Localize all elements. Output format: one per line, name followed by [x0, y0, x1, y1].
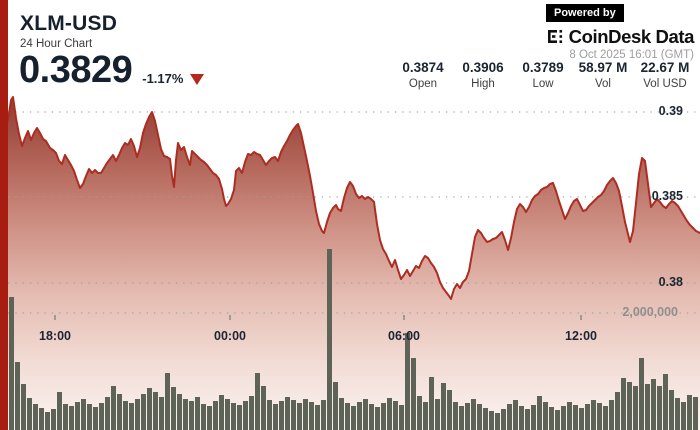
left-accent-bar [0, 0, 8, 430]
volume-bars [9, 249, 698, 430]
stat-low: 0.3789 Low [513, 60, 573, 90]
stat-open: 0.3874 Open [393, 60, 453, 90]
price-line [7, 96, 700, 300]
x-axis-label-1800: 18:00 [39, 329, 71, 343]
stat-vol-usd: 22.67 M Vol USD [633, 60, 697, 90]
stat-open-label: Open [408, 78, 438, 90]
stat-low-label: Low [532, 78, 554, 90]
brand-name: CoinDesk Data [568, 26, 695, 47]
stat-vol-label: Vol [595, 78, 611, 90]
x-axis-label-0000: 00:00 [214, 329, 246, 343]
chart-subtitle: 24 Hour Chart [20, 38, 93, 50]
y-axis-label-039: 0.39 [658, 104, 683, 118]
stat-high-label: High [471, 78, 495, 90]
stats-row: 0.3874 Open 0.3906 High 0.3789 Low 58.97… [393, 60, 697, 90]
stat-vol-usd-label: Vol USD [643, 78, 687, 90]
stat-low-value: 0.3789 [522, 60, 564, 75]
stat-high: 0.3906 High [453, 60, 513, 90]
price-block: 0.3829 -1.17% [19, 49, 205, 91]
y-axis-label-0385: 0.385 [651, 189, 683, 203]
price-area-fill [8, 97, 700, 430]
stat-high-value: 0.3906 [462, 60, 504, 75]
down-triangle-icon [190, 74, 205, 85]
axis-ticks [54, 315, 582, 320]
coindesk-link[interactable]: CoinDesk Data [547, 26, 695, 48]
chart-timestamp: 8 Oct 2025 16:01 (GMT) [569, 49, 694, 61]
x-axis-label-1200: 12:00 [565, 329, 597, 343]
y-axis-label-038: 0.38 [658, 275, 683, 289]
header: XLM-USD 24 Hour Chart [20, 12, 117, 50]
pair-title: XLM-USD [20, 12, 118, 35]
stat-open-value: 0.3874 [402, 60, 444, 75]
coindesk-logo-icon [547, 29, 562, 43]
stat-vol-usd-value: 22.67 M [640, 60, 690, 75]
powered-by-badge: Powered by [546, 4, 624, 22]
price-change: -1.17% [142, 71, 184, 86]
volume-axis-label: 2,000,000 [622, 305, 678, 319]
stat-vol-value: 58.97 M [578, 60, 628, 75]
x-axis-label-0600: 06:00 [388, 329, 420, 343]
stat-vol: 58.97 M Vol [573, 60, 633, 90]
current-price: 0.3829 [19, 49, 133, 91]
